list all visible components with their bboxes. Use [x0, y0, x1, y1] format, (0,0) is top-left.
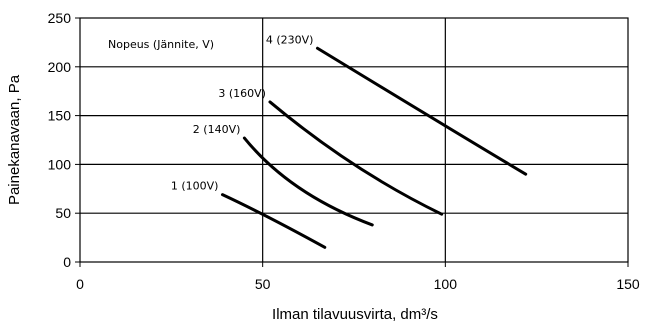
series-line-3 — [268, 100, 444, 216]
grid-lines — [75, 17, 629, 267]
x-axis-title: Ilman tilavuusvirta, dm³/s — [272, 306, 438, 323]
series-line-1 — [220, 193, 327, 249]
y-tick-label: 250 — [48, 10, 72, 26]
y-axis-title: Painekanavaan, Pa — [6, 74, 23, 205]
y-tick-label: 200 — [48, 59, 72, 75]
y-tick-label: 100 — [48, 156, 72, 172]
series-lines — [220, 46, 528, 249]
plot-frame — [79, 17, 629, 263]
series-label-4: 4 (230V) — [266, 33, 314, 46]
x-tick-label: 50 — [255, 276, 271, 292]
y-tick-label: 0 — [63, 254, 71, 270]
x-tick-labels: 0 50 100 150 — [76, 276, 640, 292]
series-labels: 1 (100V) 2 (140V) 3 (160V) 4 (230V) — [171, 33, 314, 192]
plot-border — [79, 17, 629, 263]
series-label-3: 3 (160V) — [218, 87, 266, 100]
series-line-4 — [315, 46, 528, 176]
y-tick-label: 150 — [48, 108, 72, 124]
series-label-2: 2 (140V) — [193, 123, 241, 136]
x-tick-label: 150 — [616, 276, 640, 292]
x-tick-label: 100 — [434, 276, 458, 292]
x-tick-label: 0 — [76, 276, 84, 292]
series-label-1: 1 (100V) — [171, 180, 219, 193]
y-tick-labels: 0 50 100 150 200 250 — [48, 10, 72, 270]
legend-title: Nopeus (Jännite, V) — [108, 38, 214, 51]
series-line-2 — [242, 136, 374, 227]
y-tick-label: 50 — [55, 205, 71, 221]
